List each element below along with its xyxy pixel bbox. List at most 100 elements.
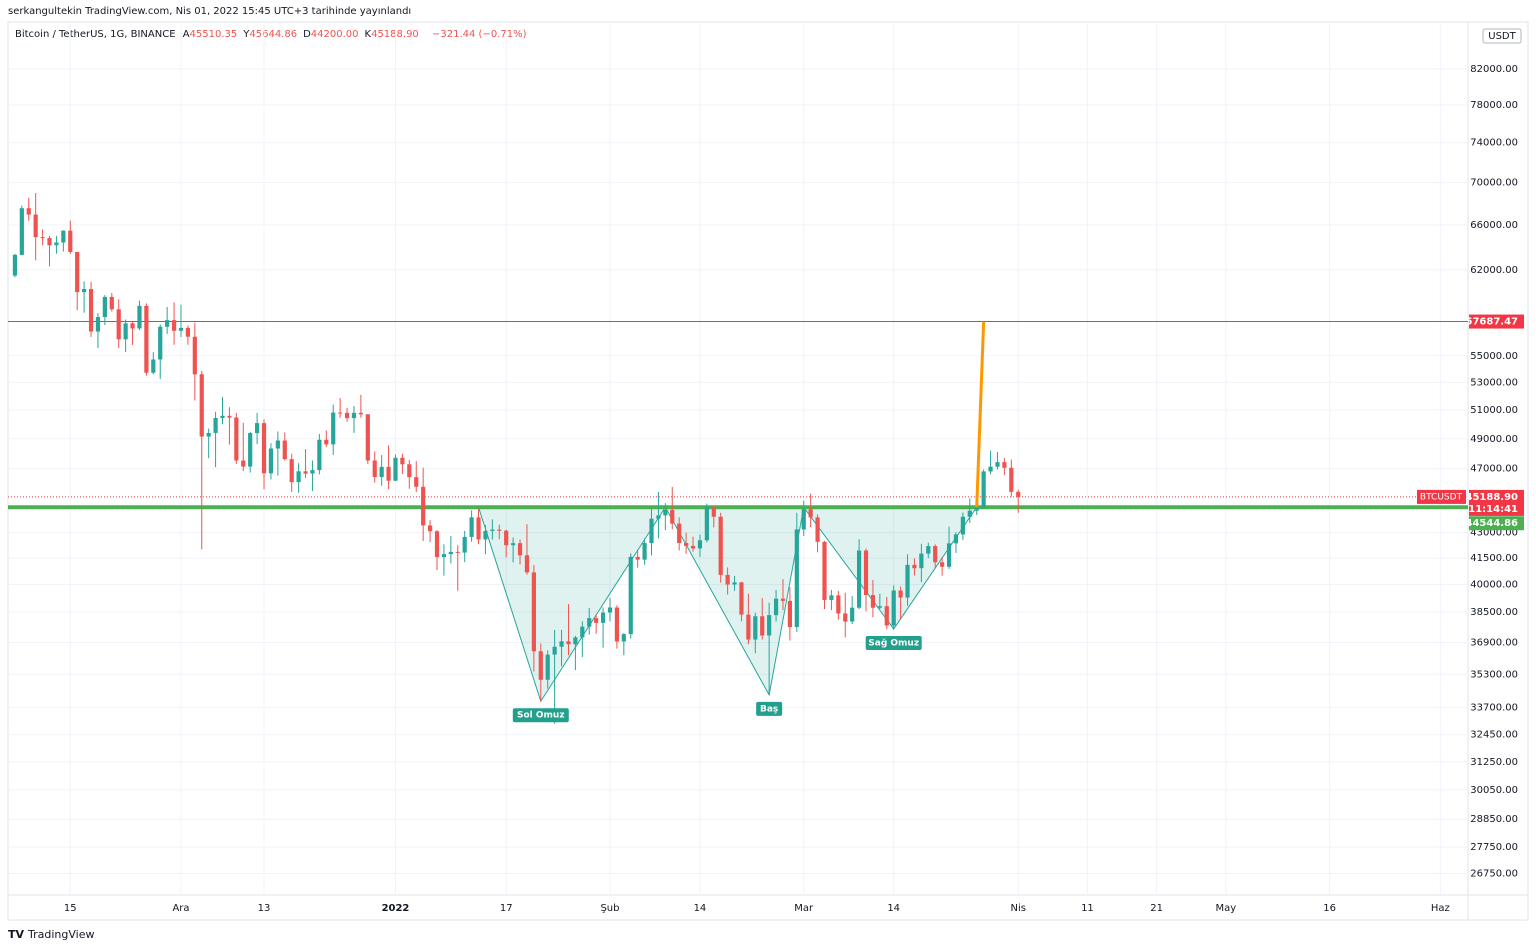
candle-body xyxy=(767,615,772,636)
candle-body xyxy=(711,506,716,517)
symbol: Bitcoin / TetherUS, 1G, BINANCE xyxy=(15,29,176,40)
published-note: serkangultekin TradingView.com, Nis 01, … xyxy=(8,6,412,17)
candle-body xyxy=(47,238,52,246)
level-label: 44544.86 xyxy=(1465,518,1518,529)
x-tick-label: Mar xyxy=(794,903,814,914)
candle-body xyxy=(808,509,813,518)
candle-body xyxy=(137,305,142,329)
footer-text: TradingView xyxy=(28,928,95,941)
candle-body xyxy=(372,460,377,477)
candle-body xyxy=(19,208,24,255)
candle-body xyxy=(552,646,557,655)
candle-body xyxy=(123,323,128,340)
y-tick-label: 31250.00 xyxy=(1470,757,1518,768)
candle-body xyxy=(241,460,246,467)
candle-body xyxy=(725,574,730,585)
candle-body xyxy=(1009,467,1014,492)
candle-body xyxy=(344,412,350,419)
y-tick-label: 53000.00 xyxy=(1470,377,1518,388)
candle-body xyxy=(642,543,647,560)
candle-body xyxy=(787,600,792,628)
x-tick-label: 14 xyxy=(694,903,707,914)
candle-body xyxy=(158,326,163,360)
candle-body xyxy=(303,471,308,474)
candle-body xyxy=(393,457,398,481)
y-tick-label: 62000.00 xyxy=(1470,265,1518,276)
pattern-label-box xyxy=(865,635,922,650)
ohlc-letter: A xyxy=(182,29,190,40)
candle-body xyxy=(490,529,495,531)
y-tick-label: 28850.00 xyxy=(1470,814,1518,825)
candle-body xyxy=(933,546,938,563)
y-tick-label: 41500.00 xyxy=(1470,553,1518,564)
ohlc-values: A45510.35 Y45644.86 D44200.00 K45188.90 xyxy=(183,29,425,40)
candle-body xyxy=(54,242,59,246)
candle-body xyxy=(324,439,329,445)
candle-body xyxy=(690,545,696,549)
candle-body xyxy=(220,415,225,418)
frame xyxy=(7,21,1529,921)
candle-body xyxy=(351,412,357,419)
candle-body xyxy=(670,509,675,524)
candle-body xyxy=(275,440,280,449)
candle-body xyxy=(476,517,481,540)
x-tick-label: 16 xyxy=(1323,903,1336,914)
x-tick-label: 11 xyxy=(1081,903,1094,914)
candle-body xyxy=(441,554,447,558)
level-label-box xyxy=(1469,314,1524,329)
symbol-tag-box xyxy=(1417,489,1466,504)
candle-body xyxy=(524,555,530,573)
candle-body xyxy=(919,553,924,569)
candle-body xyxy=(497,529,502,531)
y-tick-label: 43000.00 xyxy=(1470,528,1518,539)
candle-body xyxy=(926,546,931,554)
candle-body xyxy=(614,607,620,642)
candle-body xyxy=(981,471,986,508)
candle-body xyxy=(517,543,523,556)
candle-body xyxy=(448,551,453,555)
pattern-label-box xyxy=(756,701,783,716)
candle-body xyxy=(427,525,433,532)
candle-body xyxy=(697,540,703,549)
y-tick-label: 70000.00 xyxy=(1470,178,1518,189)
candle-body xyxy=(704,506,709,541)
countdown-label: 11:14:41 xyxy=(1468,504,1518,515)
ohlc-value: 45510.35 xyxy=(189,29,238,40)
candle-body xyxy=(621,634,626,642)
candle-body xyxy=(95,317,101,332)
logo-mark: TV xyxy=(8,928,25,941)
candle-body xyxy=(289,459,294,483)
candle-body xyxy=(358,412,363,415)
x-tick-label: 2022 xyxy=(382,903,410,914)
candle-body xyxy=(116,309,121,340)
candle-body xyxy=(109,296,114,310)
y-tick-label: 78000.00 xyxy=(1470,100,1518,111)
candle-body xyxy=(780,598,786,601)
x-tick-label: Nis xyxy=(1011,903,1026,914)
candle-body xyxy=(940,562,945,567)
candle-body xyxy=(995,462,1000,467)
y-tick-label: 35300.00 xyxy=(1470,669,1518,680)
symbol-tag: BTCUSDT xyxy=(1420,492,1463,502)
candle-body xyxy=(718,516,723,575)
candle-body xyxy=(379,466,384,477)
y-tick-label: 30050.00 xyxy=(1470,785,1518,796)
candle-body xyxy=(967,510,972,517)
y-tick-label: 47000.00 xyxy=(1470,464,1518,475)
candle-body xyxy=(988,466,993,472)
candle-body xyxy=(296,471,301,483)
y-tick-label: 66000.00 xyxy=(1470,220,1518,231)
candle-body xyxy=(656,515,661,519)
x-tick-label: Şub xyxy=(600,903,619,914)
x-tick-label: 15 xyxy=(64,903,77,914)
candle-body xyxy=(746,614,751,640)
candle-body xyxy=(684,543,689,546)
candle-body xyxy=(877,606,882,608)
y-tick-label: 26750.00 xyxy=(1470,868,1518,879)
candle-body xyxy=(33,214,38,238)
candle-body xyxy=(587,618,592,627)
candle-body xyxy=(649,518,654,544)
pattern-label-box xyxy=(512,708,569,723)
candle-body xyxy=(1016,491,1021,497)
